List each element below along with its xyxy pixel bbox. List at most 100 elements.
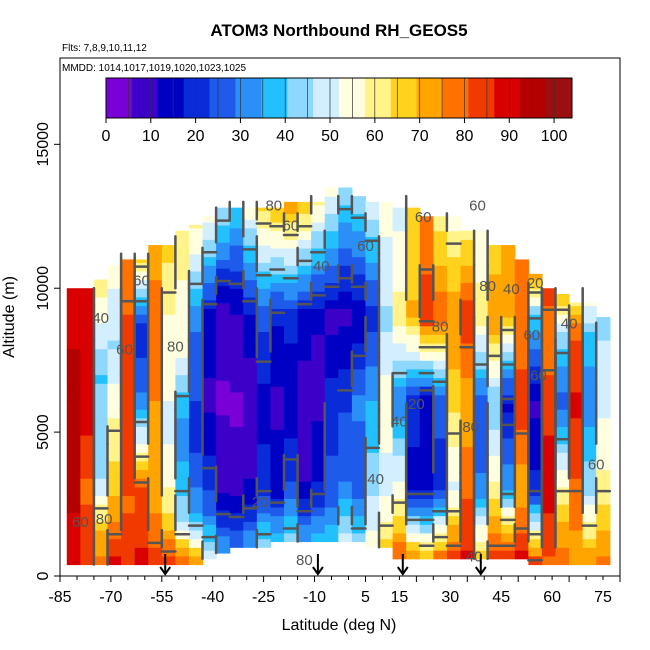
heatmap-cell <box>311 360 326 370</box>
heatmap-cell <box>351 222 367 232</box>
heatmap-cell <box>229 288 244 298</box>
heatmap-cell <box>528 331 543 341</box>
heatmap-cell <box>379 478 394 488</box>
heatmap-cell <box>514 481 529 491</box>
heatmap-cell <box>351 299 367 309</box>
x-axis: -85 -70 -55 -40 -25 -10 5 15 30 45 60 75 <box>48 575 621 606</box>
heatmap-cell <box>161 314 176 324</box>
colorbar-tick-label: 40 <box>276 128 294 145</box>
heatmap-cell <box>107 417 122 427</box>
heatmap-cell <box>188 434 204 445</box>
heatmap-cell <box>80 391 95 402</box>
heatmap-cell <box>501 524 516 534</box>
heatmap-cell <box>311 498 326 508</box>
heatmap-cell <box>175 538 190 548</box>
heatmap-cell <box>541 314 557 324</box>
heatmap-cell <box>460 446 475 456</box>
heatmap-cell <box>270 299 285 309</box>
heatmap-cell <box>216 440 231 450</box>
heatmap-cell <box>229 443 244 453</box>
heatmap-cell <box>243 538 258 548</box>
heatmap-cell <box>582 478 597 488</box>
heatmap-cell <box>487 291 502 301</box>
heatmap-cell <box>216 466 231 476</box>
heatmap-cell <box>460 550 475 560</box>
heatmap-cell <box>284 265 299 275</box>
heatmap-cell <box>324 222 339 232</box>
heatmap-cell <box>365 460 380 471</box>
heatmap-cell <box>569 521 584 531</box>
heatmap-cell <box>66 538 81 548</box>
heatmap-cell <box>80 288 95 298</box>
heatmap-cell <box>324 213 339 223</box>
heatmap-cell <box>121 357 136 367</box>
heatmap-cell <box>134 400 149 410</box>
heatmap-cell <box>365 305 380 315</box>
heatmap-cell <box>379 374 394 384</box>
heatmap-cell <box>284 463 299 473</box>
heatmap-cell <box>569 314 584 324</box>
heatmap-cell <box>406 213 421 223</box>
heatmap-cell <box>66 512 81 522</box>
heatmap-cell <box>311 334 326 344</box>
heatmap-cell <box>243 469 258 479</box>
heatmap-cell <box>392 524 407 534</box>
heatmap-cell <box>392 515 407 525</box>
heatmap-cell <box>555 417 570 427</box>
heatmap-cell <box>474 411 489 422</box>
heatmap-cell <box>446 394 462 404</box>
heatmap-cell <box>379 486 394 497</box>
colorbar-tick-label: 100 <box>541 128 568 145</box>
heatmap-cell <box>460 429 475 439</box>
heatmap-cell <box>270 403 285 413</box>
heatmap-cell <box>134 314 149 324</box>
heatmap-cell <box>528 279 543 289</box>
heatmap-cell <box>216 483 231 494</box>
heatmap-cell <box>93 469 109 479</box>
colorbar-swatch <box>106 78 133 118</box>
heatmap-cell <box>487 342 502 353</box>
heatmap-cell <box>419 334 434 344</box>
heatmap-cell <box>379 305 394 315</box>
heatmap-cell <box>270 420 285 430</box>
heatmap-cell <box>555 383 570 393</box>
heatmap-cell <box>582 547 597 557</box>
heatmap-cell <box>161 391 176 402</box>
heatmap-cell <box>148 400 163 410</box>
heatmap-cell <box>569 340 584 350</box>
heatmap-cell <box>80 547 95 557</box>
heatmap-cell <box>202 472 217 482</box>
heatmap-cell <box>121 279 136 289</box>
heatmap-cell <box>324 532 339 543</box>
heatmap-cell <box>582 302 597 307</box>
heatmap-cell <box>297 247 312 258</box>
heatmap-cell <box>229 305 244 315</box>
heatmap-cell <box>541 296 557 307</box>
heatmap-cell <box>365 452 380 462</box>
heatmap-cell <box>351 420 367 430</box>
heatmap-cell <box>351 429 367 439</box>
heatmap-cell <box>541 469 557 479</box>
heatmap-cell <box>161 538 176 548</box>
heatmap-cell <box>175 245 190 255</box>
heatmap-cell <box>528 409 543 419</box>
heatmap-cell <box>93 417 109 427</box>
heatmap-cell <box>202 550 217 560</box>
heatmap-cell <box>66 365 81 376</box>
heatmap-cell <box>419 411 434 422</box>
heatmap-cell <box>365 262 380 272</box>
heatmap-column <box>446 216 462 560</box>
heatmap-cell <box>66 469 81 479</box>
heatmap-cell <box>555 512 570 522</box>
heatmap-cell <box>596 460 611 471</box>
heatmap-cell <box>446 403 462 413</box>
heatmap-cell <box>419 420 434 430</box>
heatmap-cell <box>216 233 231 243</box>
heatmap-cell <box>297 394 312 404</box>
heatmap-cell <box>284 437 299 448</box>
heatmap-cell <box>93 322 109 332</box>
heatmap-cell <box>419 308 434 318</box>
heatmap-cell <box>161 348 176 358</box>
heatmap-cell <box>419 377 434 387</box>
heatmap-cell <box>121 340 136 350</box>
